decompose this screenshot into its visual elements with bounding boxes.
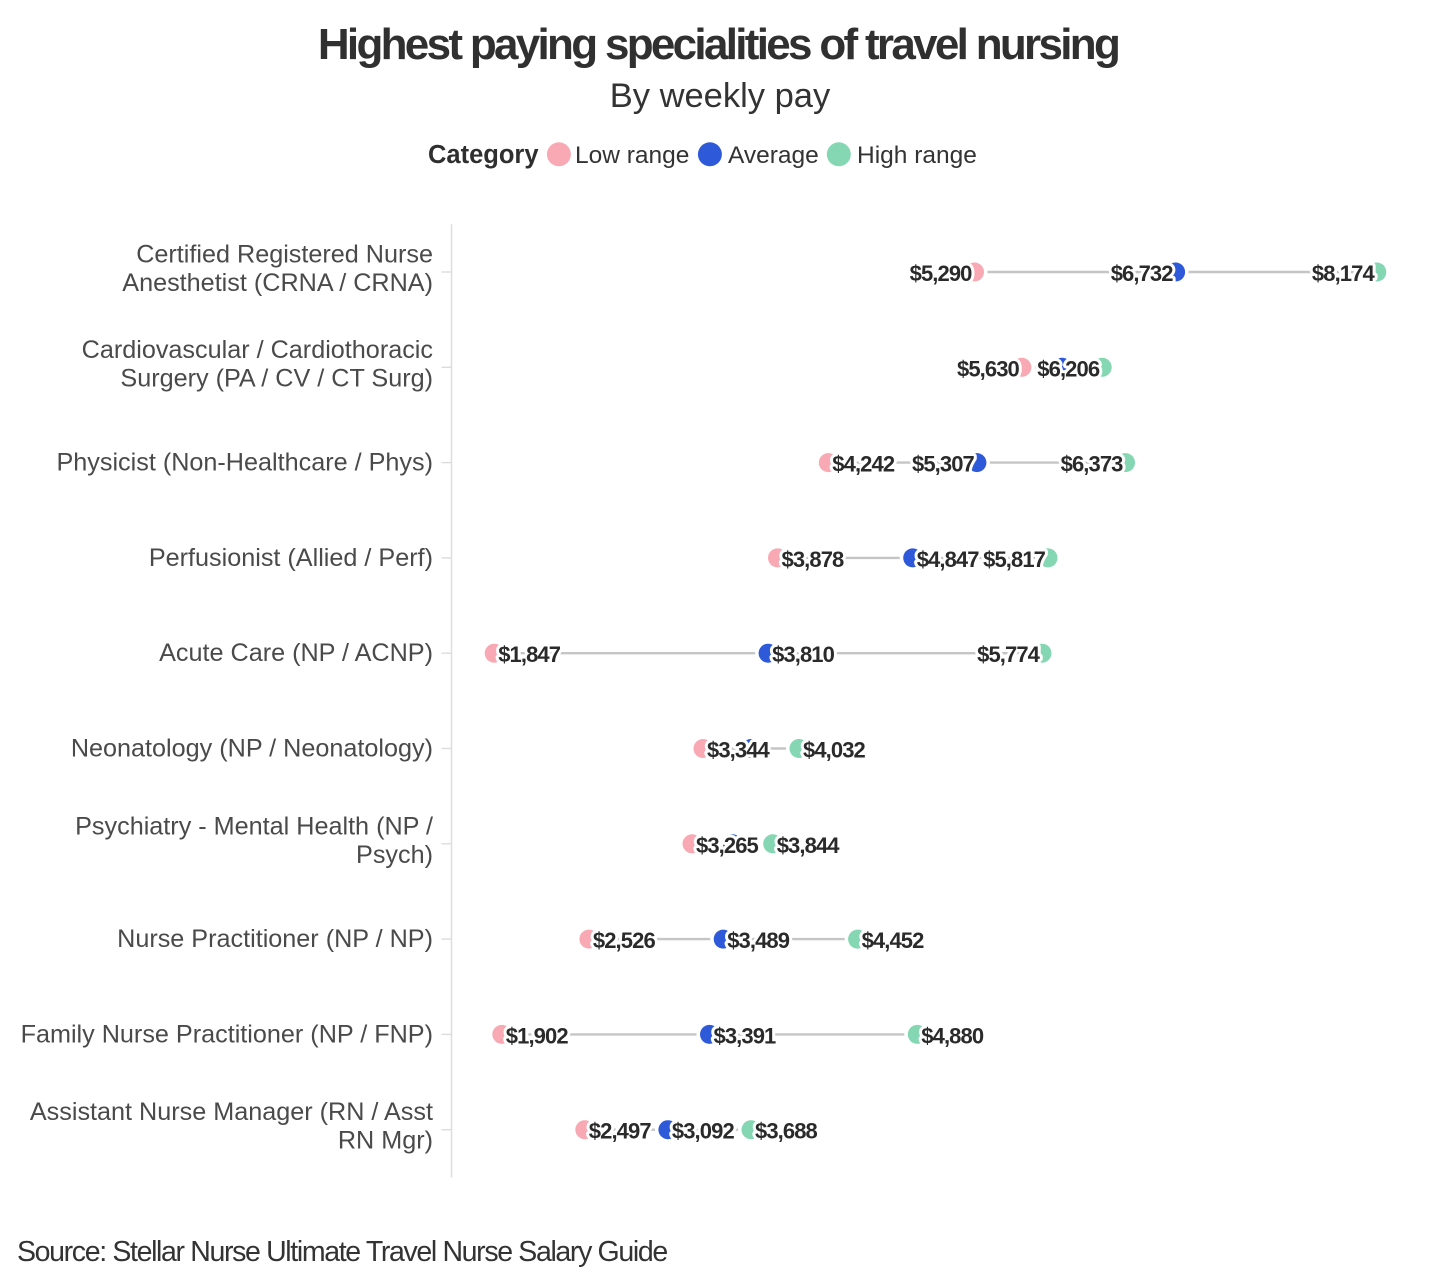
svg-text:$4,452: $4,452 bbox=[862, 928, 925, 953]
svg-text:$3,092: $3,092 bbox=[672, 1119, 735, 1144]
svg-text:$3,265: $3,265 bbox=[696, 833, 759, 858]
svg-text:$1,902: $1,902 bbox=[506, 1023, 569, 1048]
svg-text:Neonatology (NP / Neonatology): Neonatology (NP / Neonatology) bbox=[71, 735, 433, 763]
svg-text:Low range: Low range bbox=[575, 142, 689, 169]
svg-text:Family Nurse Practitioner (NP: Family Nurse Practitioner (NP / FNP) bbox=[21, 1020, 433, 1048]
svg-text:$5,630: $5,630 bbox=[957, 356, 1020, 381]
svg-text:Cardiovascular / Cardiothoraci: Cardiovascular / Cardiothoracic bbox=[82, 336, 433, 364]
svg-text:Category: Category bbox=[428, 141, 539, 169]
svg-text:$3,391: $3,391 bbox=[714, 1023, 777, 1048]
svg-text:$6,373: $6,373 bbox=[1061, 452, 1124, 477]
svg-text:Physicist (Non-Healthcare / Ph: Physicist (Non-Healthcare / Phys) bbox=[56, 449, 433, 477]
svg-text:$2,526: $2,526 bbox=[593, 928, 656, 953]
svg-text:Anesthetist (CRNA / CRNA): Anesthetist (CRNA / CRNA) bbox=[122, 269, 433, 297]
svg-text:$3,878: $3,878 bbox=[782, 547, 845, 572]
svg-text:Psychiatry - Mental Health (NP: Psychiatry - Mental Health (NP / bbox=[75, 812, 433, 840]
svg-text:$4,242: $4,242 bbox=[832, 452, 895, 477]
svg-text:By weekly pay: By weekly pay bbox=[610, 77, 831, 115]
svg-text:$5,774: $5,774 bbox=[977, 642, 1041, 667]
svg-text:$6,732: $6,732 bbox=[1111, 261, 1174, 286]
svg-text:Assistant Nurse Manager (RN /: Assistant Nurse Manager (RN / Asst bbox=[30, 1098, 433, 1126]
svg-text:Highest paying specialities of: Highest paying specialities of travel nu… bbox=[318, 20, 1118, 69]
svg-text:$2,497: $2,497 bbox=[589, 1119, 652, 1144]
svg-text:$5,817: $5,817 bbox=[983, 547, 1046, 572]
svg-text:Surgery (PA / CV / CT Surg): Surgery (PA / CV / CT Surg) bbox=[120, 364, 433, 392]
svg-text:$4,032: $4,032 bbox=[803, 738, 866, 763]
svg-text:$4,847: $4,847 bbox=[917, 547, 980, 572]
svg-text:Acute Care (NP / ACNP): Acute Care (NP / ACNP) bbox=[159, 639, 433, 667]
svg-text:RN Mgr): RN Mgr) bbox=[338, 1127, 433, 1155]
svg-text:$6,206: $6,206 bbox=[1037, 356, 1100, 381]
svg-text:$3,688: $3,688 bbox=[755, 1119, 818, 1144]
svg-text:$3,810: $3,810 bbox=[772, 642, 835, 667]
svg-text:Perfusionist (Allied / Perf): Perfusionist (Allied / Perf) bbox=[149, 544, 433, 572]
svg-text:$1,847: $1,847 bbox=[498, 642, 561, 667]
svg-text:Source: Stellar Nurse Ultimate: Source: Stellar Nurse Ultimate Travel Nu… bbox=[17, 1236, 667, 1268]
svg-text:Average: Average bbox=[728, 142, 819, 169]
svg-text:Nurse Practitioner (NP / NP): Nurse Practitioner (NP / NP) bbox=[117, 925, 433, 953]
svg-text:High range: High range bbox=[857, 142, 977, 169]
svg-text:$5,307: $5,307 bbox=[912, 452, 975, 477]
svg-text:$3,489: $3,489 bbox=[727, 928, 790, 953]
svg-text:Psych): Psych) bbox=[356, 841, 433, 869]
svg-text:Certified Registered Nurse: Certified Registered Nurse bbox=[136, 241, 433, 269]
svg-text:$8,174: $8,174 bbox=[1312, 261, 1376, 286]
svg-text:$3,344: $3,344 bbox=[707, 738, 771, 763]
svg-text:$3,844: $3,844 bbox=[777, 833, 841, 858]
svg-text:$4,880: $4,880 bbox=[921, 1023, 984, 1048]
svg-text:$5,290: $5,290 bbox=[910, 261, 973, 286]
